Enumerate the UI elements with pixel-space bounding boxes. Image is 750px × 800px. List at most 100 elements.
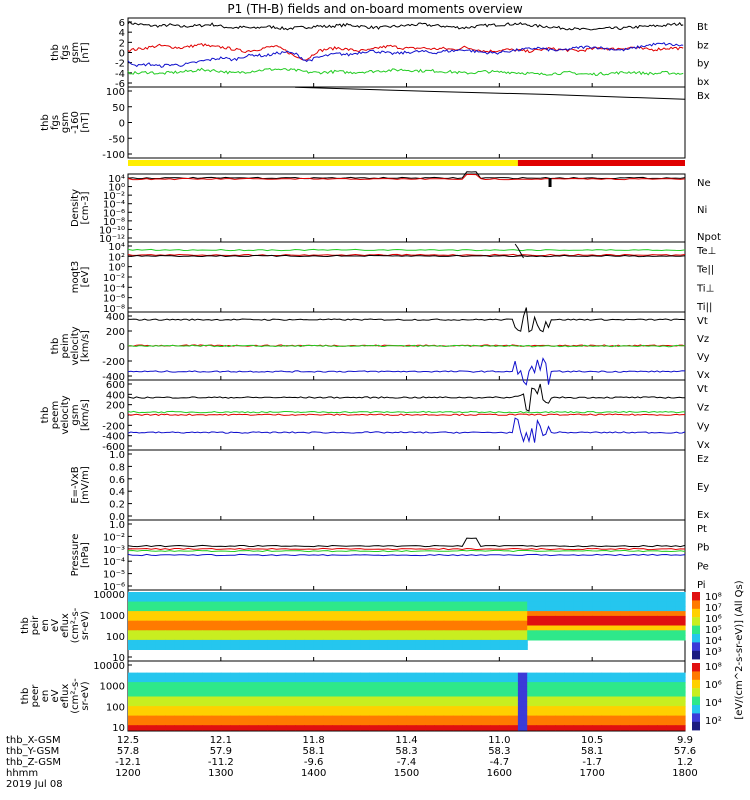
heatmap-peer-cell — [202, 710, 213, 717]
heatmap-peir-cell — [555, 620, 565, 627]
heatmap-peir-cell — [220, 601, 231, 607]
heatmap-peir-cell — [258, 644, 268, 650]
heatmap-peir-cell — [675, 592, 686, 598]
heatmap-peer-cell — [146, 682, 157, 688]
heatmap-peir-cell — [610, 606, 621, 612]
heatmap-peir-cell — [647, 596, 658, 603]
heatmap-peer-cell — [313, 710, 324, 717]
heatmap-peer-cell — [285, 706, 296, 712]
heatmap-peer-cell — [341, 710, 352, 717]
heatmap-peer-cell — [295, 715, 305, 721]
heatmap-peer-cell — [462, 691, 473, 698]
heatmap-peer-cell — [230, 725, 240, 731]
heatmap-peer-cell — [146, 686, 157, 693]
heatmap-peer-cell — [657, 706, 667, 712]
heatmap-peer-cell — [258, 725, 268, 731]
heatmap-peer-cell — [629, 725, 640, 731]
heatmap-peir-cell — [193, 596, 203, 603]
heatmap-peer-cell — [443, 725, 454, 731]
heatmap-peer-cell — [350, 686, 361, 693]
heatmap-peir-cell — [360, 611, 370, 617]
colorbar-tick: 10⁵ — [705, 625, 722, 636]
heatmap-peir-cell — [239, 630, 250, 636]
heatmap-peer-cell — [211, 710, 222, 717]
heatmap-peer-cell — [527, 682, 538, 688]
heatmap-peir-cell — [647, 601, 658, 607]
heatmap-peir-cell — [304, 611, 315, 617]
heatmap-peir-cell — [350, 630, 361, 636]
heatmap-peer-cell — [369, 701, 380, 707]
heatmap-peir-cell — [675, 620, 686, 627]
heatmap-peir-cell — [258, 639, 268, 646]
heatmap-peir-cell — [313, 611, 324, 617]
heatmap-peir-cell — [128, 596, 138, 603]
panel-frame-fgs_gse — [127, 86, 686, 159]
heatmap-peer-cell — [193, 715, 203, 721]
heatmap-peir-cell — [230, 625, 240, 631]
heatmap-peir-cell — [517, 630, 528, 636]
legend-Vy: Vy — [697, 421, 710, 432]
heatmap-peir-cell — [406, 630, 417, 636]
heatmap-peer-cell — [452, 691, 463, 698]
heatmap-peer-cell — [276, 696, 287, 702]
heatmap-peer-cell — [267, 682, 278, 688]
heatmap-peer-cell — [434, 701, 445, 707]
legend-Bx: Bx — [697, 91, 710, 102]
heatmap-peer-cell — [564, 677, 575, 683]
heatmap-peer-cell — [230, 682, 240, 688]
y-tick-label: -2 — [115, 59, 125, 70]
heatmap-peir-cell — [220, 644, 231, 650]
heatmap-peer-cell — [369, 686, 380, 693]
heatmap-peer-cell — [387, 686, 398, 693]
heatmap-peer-cell — [267, 715, 278, 721]
heatmap-peir-cell — [675, 635, 686, 641]
legend-Te||: Te|| — [696, 265, 714, 276]
heatmap-peir-cell — [499, 601, 510, 607]
heatmap-peer-cell — [499, 682, 510, 688]
colorbar-bottom-seg — [692, 679, 700, 689]
heatmap-peir-cell — [582, 611, 593, 617]
heatmap-peir-cell — [202, 635, 213, 641]
heatmap-peer-cell — [239, 701, 250, 707]
heatmap-peir-cell — [582, 630, 593, 636]
y-axis-label: E=-VxB — [70, 466, 81, 503]
heatmap-peir-cell — [267, 639, 278, 646]
heatmap-peer-cell — [295, 691, 305, 698]
heatmap-peir-cell — [620, 601, 630, 607]
heatmap-peer-cell — [155, 677, 166, 683]
heatmap-peer-cell — [657, 691, 667, 698]
heatmap-peer-cell — [443, 706, 454, 712]
heatmap-peir-cell — [499, 615, 510, 622]
heatmap-peer-cell — [647, 725, 658, 731]
heatmap-peer-cell — [146, 706, 157, 712]
heatmap-peir-cell — [629, 596, 640, 603]
heatmap-peer-cell — [258, 715, 268, 721]
heatmap-peir-cell — [675, 625, 686, 631]
y-tick-label: 10⁻⁴ — [103, 557, 125, 568]
y-axis-label: thb — [40, 114, 51, 131]
heatmap-peer-cell — [211, 696, 222, 702]
y-axis-label: eV — [50, 619, 61, 632]
heatmap-peir-cell — [174, 592, 185, 598]
heatmap-peir-cell — [443, 625, 454, 631]
heatmap-peir-cell — [415, 639, 426, 646]
heatmap-peir-cell — [128, 639, 138, 646]
heatmap-peer-cell — [174, 696, 185, 702]
y-axis-label: [cm-3] — [80, 191, 91, 224]
heatmap-peir-cell — [313, 630, 324, 636]
heatmap-peir-cell — [527, 635, 538, 641]
heatmap-peir-cell — [239, 596, 250, 603]
heatmap-peir-cell — [406, 615, 417, 622]
heatmap-peer-cell — [239, 720, 250, 726]
heatmap-peer-cell — [387, 691, 398, 698]
heatmap-peir-cell — [267, 592, 278, 598]
heatmap-peir-cell — [638, 635, 649, 641]
heatmap-peer-cell — [276, 701, 287, 707]
heatmap-peir-cell — [248, 606, 259, 612]
heatmap-peer-cell — [573, 686, 584, 693]
heatmap-peer-cell — [545, 710, 556, 717]
heatmap-peir-cell — [137, 611, 148, 617]
heatmap-peer-cell — [601, 696, 612, 702]
heatmap-peir-cell — [499, 625, 510, 631]
heatmap-peer-cell — [276, 720, 287, 726]
